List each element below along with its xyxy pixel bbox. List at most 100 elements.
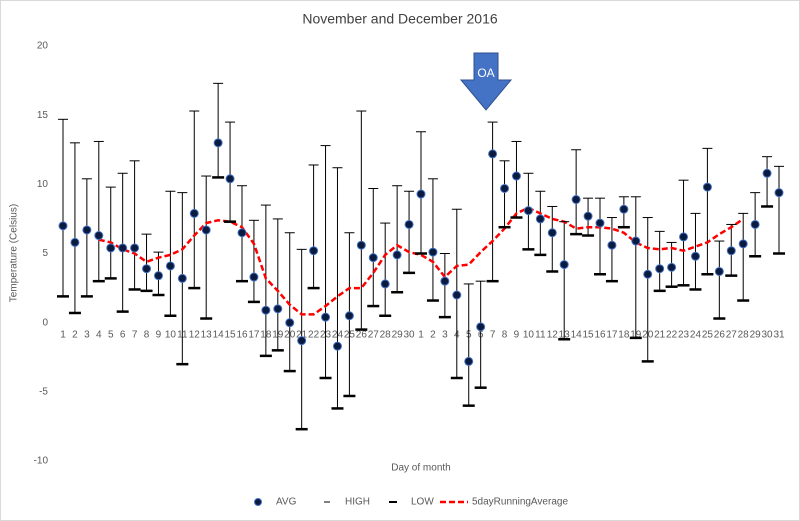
x-tick-label: 8 [144,329,150,340]
avg-point [165,261,175,271]
x-tick-label: 9 [514,329,520,340]
x-tick-label: 14 [571,329,583,340]
avg-point [261,305,271,315]
avg-point [428,247,438,257]
x-tick-label: 17 [606,329,618,340]
avg-point [237,228,247,238]
x-tick-label: 22 [666,329,678,340]
x-tick-label: 4 [96,329,102,340]
x-tick-label: 16 [594,329,606,340]
avg-point [655,264,665,274]
annotation-arrow [459,52,513,111]
avg-point [189,208,199,218]
legend-label: AVG [276,497,297,508]
avg-point [285,318,295,328]
avg-point [94,231,104,241]
avg-point [702,182,712,192]
avg-point [559,260,569,270]
avg-point [631,236,641,246]
avg-point [356,240,366,250]
avg-point [368,253,378,263]
y-axis-label: Temperature (Celsius) [9,204,20,302]
x-tick-label: 31 [773,329,785,340]
avg-point [643,269,653,279]
x-tick-label: 26 [714,329,726,340]
x-tick-label: 26 [356,329,368,340]
avg-point [464,356,474,366]
x-tick-label: 13 [201,329,213,340]
avg-point [404,219,414,229]
avg-point [595,218,605,228]
x-tick-label: 2 [72,329,78,340]
x-tick-label: 8 [502,329,508,340]
legend-label: LOW [411,497,434,508]
avg-point [130,243,140,253]
avg-point [416,189,426,199]
x-tick-label: 12 [189,329,201,340]
x-tick-label: 29 [750,329,762,340]
x-tick-label: 11 [535,329,546,340]
x-tick-label: 3 [442,329,448,340]
avg-point [535,214,545,224]
avg-point [118,243,128,253]
x-tick-label: 5 [108,329,114,340]
avg-point [440,276,450,286]
avg-point [82,225,92,235]
avg-point [452,290,462,300]
x-tick-label: 3 [84,329,90,340]
x-tick-label: 15 [225,329,237,340]
x-tick-label: 12 [547,329,559,340]
avg-point [679,232,689,242]
x-tick-label: 18 [618,329,630,340]
avg-point [690,251,700,261]
avg-point [667,262,677,272]
avg-point [762,168,772,178]
x-tick-label: 27 [726,329,738,340]
avg-point [344,311,354,321]
avg-point [249,272,259,282]
chart-title: November and December 2016 [302,11,498,27]
avg-point [750,219,760,229]
avg-point [726,246,736,256]
avg-point [213,138,223,148]
legend-swatch [254,498,262,506]
x-tick-label: 30 [404,329,416,340]
annotation: OA [477,66,494,80]
avg-point [392,250,402,260]
avg-point [297,336,307,346]
avg-point [142,264,152,274]
y-tick-label: 10 [37,179,49,190]
x-tick-label: 15 [583,329,595,340]
x-tick-label: 17 [248,329,260,340]
x-tick-label: 24 [690,329,702,340]
avg-point [309,246,319,256]
avg-point [177,273,187,283]
x-tick-label: 2 [430,329,436,340]
avg-point [607,240,617,250]
avg-point [511,171,521,181]
avg-point [500,183,510,193]
avg-point [225,174,235,184]
x-tick-label: 28 [738,329,750,340]
y-tick-label: 20 [37,41,49,52]
avg-point [332,341,342,351]
avg-point [70,237,80,247]
legend-label: HIGH [345,497,370,508]
running-average-line [98,206,744,316]
avg-point [58,221,68,231]
y-tick-label: 15 [37,110,49,121]
y-tick-label: -5 [39,386,48,397]
avg-point [774,188,784,198]
y-tick-label: 0 [42,317,48,328]
x-axis-label: Day of month [391,463,450,474]
avg-point [738,239,748,249]
x-tick-label: 10 [165,329,177,340]
x-tick-label: 22 [308,329,320,340]
avg-point [583,211,593,221]
x-tick-label: 16 [236,329,248,340]
x-tick-label: 23 [678,329,690,340]
y-tick-label: 5 [42,248,48,259]
x-tick-label: 25 [702,329,714,340]
